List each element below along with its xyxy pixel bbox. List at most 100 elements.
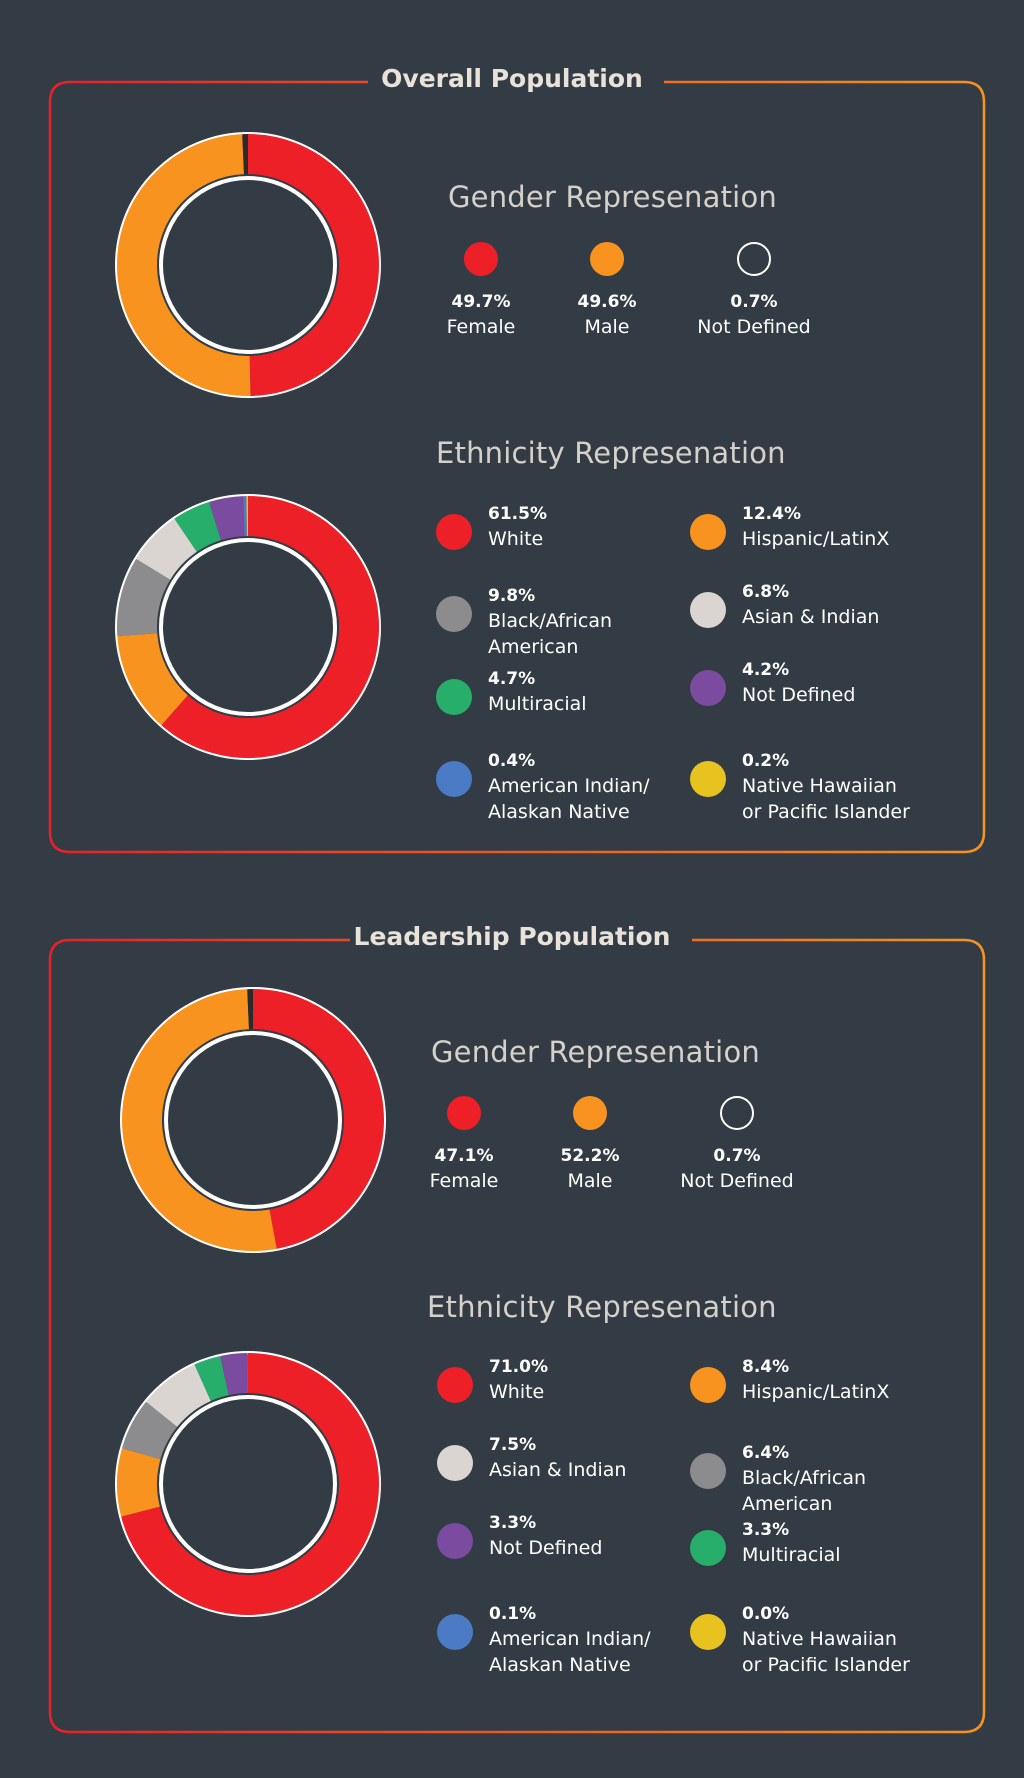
donut-hole: [163, 1399, 333, 1569]
legend-percent: 49.6%: [577, 292, 637, 312]
donut-slice: [220, 1353, 248, 1396]
legend-swatch: [447, 1096, 481, 1130]
legend-percent: 52.2%: [560, 1146, 620, 1166]
legend-percent: 0.4%: [488, 751, 536, 771]
ethnicity-donut-chart: [115, 1351, 381, 1617]
legend-label: Hispanic/LatinX: [742, 1381, 890, 1403]
legend-swatch: [437, 1445, 473, 1481]
donut-slice: [122, 989, 277, 1251]
leadership-population-panel: Leadership Population Gender Represenati…: [0, 870, 1024, 1750]
donut-hole: [168, 1035, 338, 1205]
legend-label: Multiracial: [742, 1544, 841, 1566]
legend-label: American Indian/ Alaskan Native: [488, 775, 650, 823]
panel-title: Leadership Population: [353, 922, 671, 951]
ethnicity-legend-black: 9.8% Black/African American: [436, 586, 676, 676]
legend-percent: 0.7%: [730, 292, 778, 312]
legend-label: Female: [446, 316, 516, 338]
donut-slice: [117, 632, 189, 726]
gender-donut-chart: [120, 987, 386, 1253]
gender-legend-female: 49.7% Female: [411, 242, 551, 340]
legend-label: Native Hawaiian or Pacific Islander: [742, 775, 910, 823]
donut-slice: [146, 1364, 212, 1428]
legend-label: Asian & Indian: [742, 606, 880, 628]
ethnicity-legend-american-indian: 0.1% American Indian/ Alaskan Native: [437, 1604, 677, 1694]
gender-donut-chart: [115, 132, 381, 398]
legend-percent: 12.4%: [742, 504, 801, 524]
legend-swatch: [720, 1096, 754, 1130]
ethnicity-section-title: Ethnicity Represenation: [436, 436, 786, 470]
legend-label: Multiracial: [488, 693, 587, 715]
donut-slice: [136, 518, 198, 581]
legend-swatch: [437, 1367, 473, 1403]
ethnicity-donut-chart: [115, 494, 381, 760]
legend-label: Black/African American: [488, 610, 613, 658]
ethnicity-section-title: Ethnicity Represenation: [427, 1290, 777, 1324]
legend-swatch: [690, 514, 726, 550]
legend-percent: 3.3%: [489, 1513, 537, 1533]
legend-swatch: [690, 670, 726, 706]
legend-percent: 0.0%: [742, 1604, 790, 1624]
donut-slice: [194, 1355, 230, 1402]
legend-swatch: [690, 592, 726, 628]
legend-percent: 6.4%: [742, 1443, 790, 1463]
donut-slice: [247, 134, 379, 396]
legend-swatch: [436, 596, 472, 632]
donut-hole: [163, 542, 333, 712]
gender-legend-male: 52.2% Male: [520, 1096, 660, 1194]
ethnicity-legend-multiracial: 3.3% Multiracial: [690, 1520, 930, 1610]
legend-percent: 0.7%: [713, 1146, 761, 1166]
legend-swatch: [690, 1614, 726, 1650]
legend-label: Female: [429, 1170, 499, 1192]
ethnicity-legend-native-hawaiian: 0.0% Native Hawaiian or Pacific Islander: [690, 1604, 930, 1694]
legend-swatch: [437, 1614, 473, 1650]
legend-percent: 6.8%: [742, 582, 790, 602]
legend-label: Black/African American: [742, 1467, 867, 1515]
legend-label: White: [489, 1381, 545, 1403]
gender-section-title: Gender Represenation: [448, 180, 777, 214]
panel-title: Overall Population: [381, 64, 643, 93]
ethnicity-legend-american-indian: 0.4% American Indian/ Alaskan Native: [436, 751, 676, 841]
legend-swatch: [690, 1367, 726, 1403]
panel-border: [48, 938, 986, 1734]
ethnicity-legend-not-defined: 4.2% Not Defined: [690, 660, 930, 750]
legend-swatch: [436, 761, 472, 797]
overall-population-panel: Overall Population Gender Represenation …: [0, 0, 1024, 870]
donut-slice: [117, 1448, 161, 1517]
legend-percent: 4.2%: [742, 660, 790, 680]
legend-percent: 0.1%: [489, 1604, 537, 1624]
panel-border: [48, 80, 986, 854]
gender-legend-not-defined: 0.7% Not Defined: [684, 242, 824, 340]
ethnicity-legend-white: 61.5% White: [436, 504, 676, 594]
legend-swatch: [436, 679, 472, 715]
legend-percent: 61.5%: [488, 504, 547, 524]
donut-slice: [117, 558, 171, 637]
donut-slice: [161, 496, 379, 758]
legend-swatch: [437, 1523, 473, 1559]
gender-section-title: Gender Represenation: [431, 1035, 760, 1069]
legend-label: Native Hawaiian or Pacific Islander: [742, 1628, 910, 1676]
ethnicity-legend-not-defined: 3.3% Not Defined: [437, 1513, 677, 1603]
ethnicity-legend-hispanic: 8.4% Hispanic/LatinX: [690, 1357, 930, 1447]
donut-slice: [121, 1401, 178, 1460]
legend-label: Male: [584, 316, 630, 338]
legend-percent: 47.1%: [434, 1146, 494, 1166]
legend-label: Not Defined: [697, 316, 811, 338]
legend-percent: 9.8%: [488, 586, 536, 606]
legend-swatch: [690, 1453, 726, 1489]
ethnicity-legend-asian: 6.8% Asian & Indian: [690, 582, 930, 672]
legend-percent: 4.7%: [488, 669, 536, 689]
legend-label: Not Defined: [680, 1170, 794, 1192]
legend-percent: 49.7%: [451, 292, 511, 312]
legend-swatch: [737, 242, 771, 276]
legend-label: White: [488, 528, 544, 550]
legend-swatch: [573, 1096, 607, 1130]
legend-swatch: [590, 242, 624, 276]
donut-slice: [121, 1353, 379, 1615]
legend-label: Hispanic/LatinX: [742, 528, 890, 550]
legend-swatch: [690, 1530, 726, 1566]
donut-hole: [163, 180, 333, 350]
ethnicity-legend-native-hawaiian: 0.2% Native Hawaiian or Pacific Islander: [690, 751, 930, 841]
ethnicity-legend-asian: 7.5% Asian & Indian: [437, 1435, 677, 1525]
legend-percent: 8.4%: [742, 1357, 790, 1377]
donut-slice: [117, 134, 251, 396]
